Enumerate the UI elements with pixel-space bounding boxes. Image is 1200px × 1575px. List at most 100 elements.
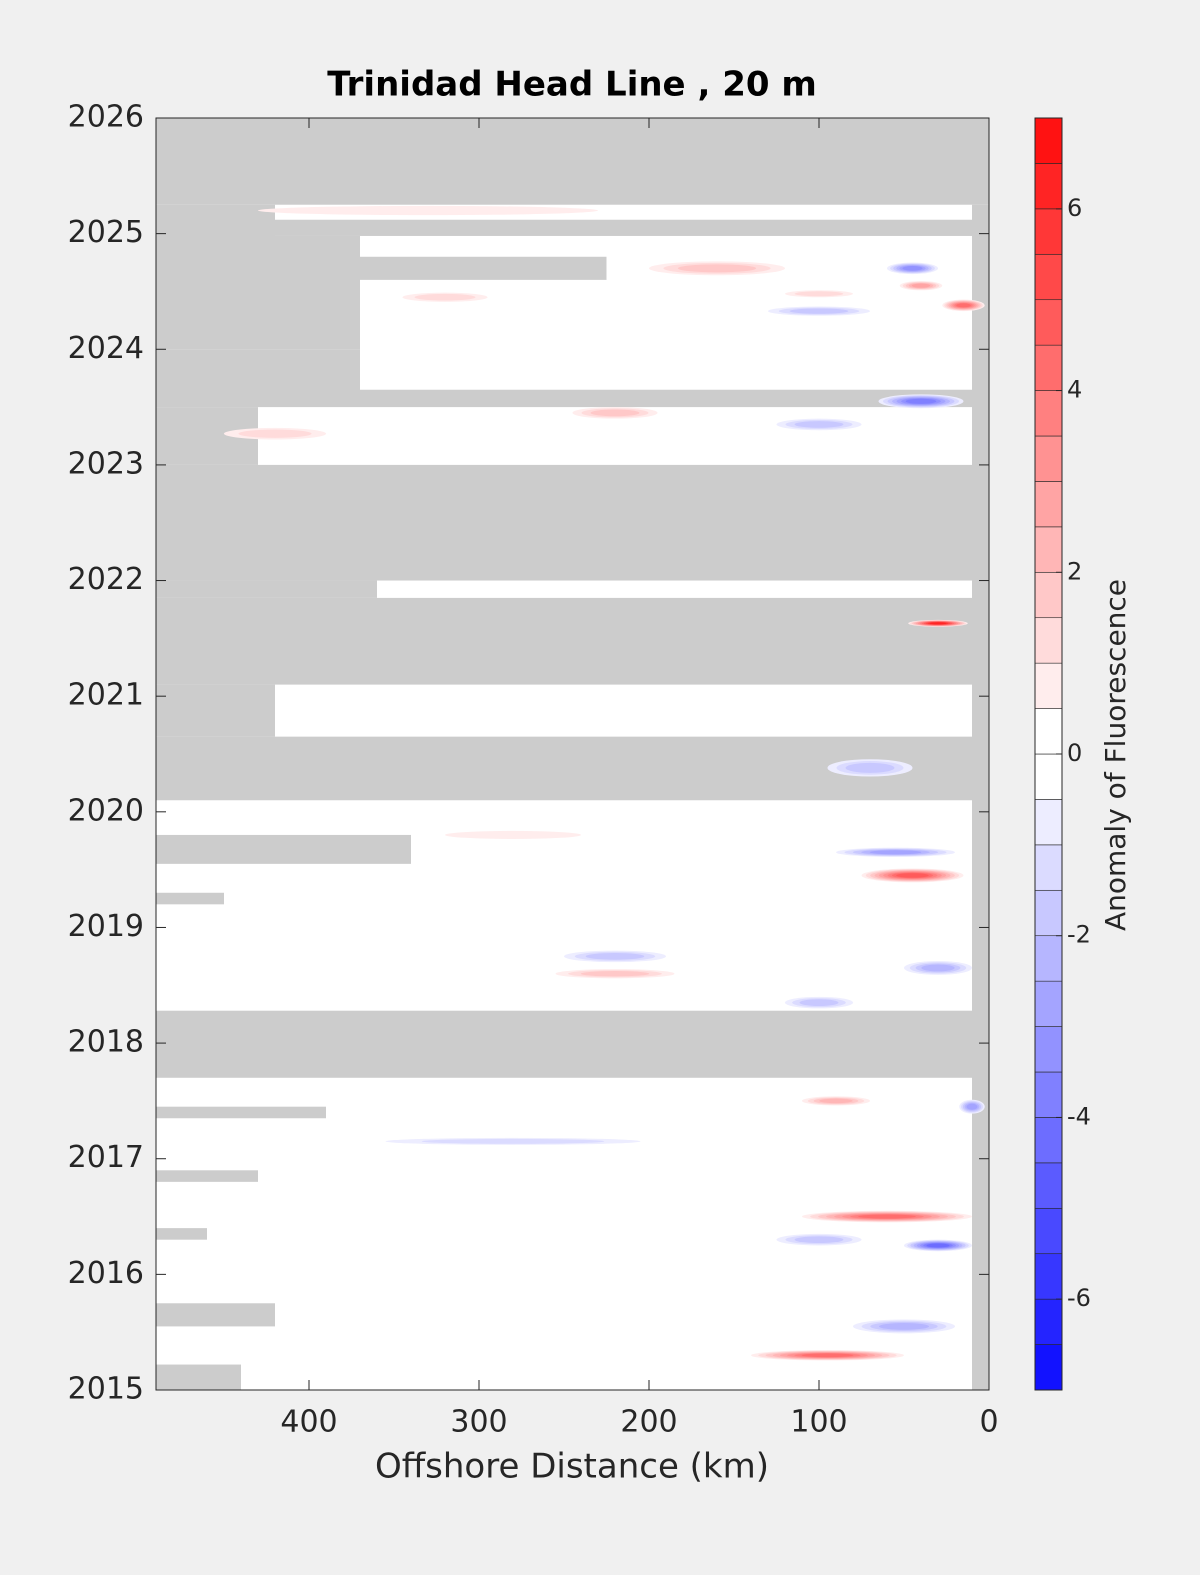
anomaly-feature xyxy=(908,619,968,627)
contour-level xyxy=(677,264,757,273)
contour-level xyxy=(926,1243,950,1248)
colorbar-band xyxy=(1034,799,1063,846)
colorbar-band xyxy=(1034,390,1063,437)
no-data-region xyxy=(156,219,989,236)
no-data-region xyxy=(156,349,360,408)
colorbar-band xyxy=(1034,980,1063,1027)
chart-title: Trinidad Head Line , 20 m xyxy=(327,65,817,105)
contour-level xyxy=(801,1353,854,1358)
anomaly-feature xyxy=(942,299,985,312)
anomaly-feature xyxy=(904,960,972,975)
colorbar-band xyxy=(1034,1162,1063,1209)
no-data-region xyxy=(156,892,224,905)
no-data-region xyxy=(156,580,377,598)
colorbar-band xyxy=(1034,163,1063,210)
contour-level xyxy=(414,293,476,301)
colorbar-band xyxy=(1034,344,1063,391)
plot-content xyxy=(156,118,989,1390)
y-tick-label: 2024 xyxy=(68,331,144,366)
contour-level xyxy=(911,283,931,288)
no-data-region xyxy=(156,1106,326,1119)
colorbar-band xyxy=(1034,1117,1063,1164)
x-tick-label: 200 xyxy=(620,1405,677,1440)
colorbar-tick-label: 2 xyxy=(1067,557,1082,585)
anomaly-feature xyxy=(785,290,853,298)
contour-level xyxy=(445,830,581,839)
contour-level xyxy=(921,964,955,972)
colorbar-band xyxy=(1034,435,1063,482)
contour-level xyxy=(879,1323,929,1330)
y-tick-label: 2019 xyxy=(68,909,144,944)
y-tick-label: 2023 xyxy=(68,446,144,481)
colorbar-tick-label: -6 xyxy=(1067,1284,1091,1312)
no-data-region xyxy=(156,834,411,864)
no-data-region xyxy=(156,1303,275,1327)
y-tick-label: 2018 xyxy=(68,1025,144,1060)
contour-level xyxy=(238,429,312,438)
no-data-region xyxy=(156,1364,241,1390)
anomaly-feature xyxy=(572,407,658,419)
y-tick-label: 2016 xyxy=(68,1256,144,1291)
y-tick-label: 2025 xyxy=(68,215,144,250)
anomaly-feature xyxy=(878,394,964,409)
contour-level xyxy=(794,291,844,297)
colorbar-label: Anomaly of Fluorescence xyxy=(1099,579,1132,931)
contour-level xyxy=(956,303,971,308)
x-tick-label: 300 xyxy=(450,1405,507,1440)
contour-level xyxy=(905,398,937,404)
colorbar-band xyxy=(1034,1026,1063,1073)
anomaly-feature xyxy=(445,830,581,839)
anomaly-feature xyxy=(402,292,488,302)
colorbar-tick-label: 0 xyxy=(1067,739,1082,767)
contour-level xyxy=(794,1236,844,1243)
anomaly-feature xyxy=(853,1319,955,1334)
no-data-region xyxy=(156,235,360,350)
anomaly-feature xyxy=(768,306,870,316)
colorbar-band xyxy=(1034,1207,1063,1255)
anomaly-feature xyxy=(258,205,598,216)
contour-level xyxy=(869,850,922,855)
colorbar-band xyxy=(1034,617,1063,664)
x-tick-label: 400 xyxy=(280,1405,337,1440)
plot-frame xyxy=(155,117,990,1391)
anomaly-feature xyxy=(836,847,955,857)
anomaly-feature xyxy=(959,1099,985,1114)
y-tick-label: 2020 xyxy=(68,793,144,828)
no-data-region xyxy=(360,389,972,408)
anomaly-feature xyxy=(904,1239,972,1252)
anomaly-feature xyxy=(751,1350,904,1361)
colorbar-band xyxy=(1034,481,1063,528)
colorbar-tick-label: 4 xyxy=(1067,376,1082,404)
anomaly-feature xyxy=(385,1137,641,1145)
colorbar-tick-label: -2 xyxy=(1067,921,1091,949)
anomaly-feature xyxy=(224,427,326,440)
colorbar-band xyxy=(1034,1298,1063,1345)
colorbar-band xyxy=(1034,1071,1063,1118)
contour-level xyxy=(258,205,598,216)
colorbar-band xyxy=(1034,571,1063,619)
contour-level xyxy=(819,1098,853,1104)
colorbar-band xyxy=(1034,208,1063,255)
anomaly-feature xyxy=(861,868,964,883)
contour-level xyxy=(966,1103,978,1110)
colorbar-band xyxy=(1034,117,1063,164)
anomaly-feature xyxy=(802,1210,972,1223)
colorbar-band xyxy=(1034,844,1063,891)
x-tick-label: 100 xyxy=(790,1405,847,1440)
contour-level xyxy=(794,421,844,428)
y-tick-label: 2022 xyxy=(68,562,144,597)
y-tick-label: 2017 xyxy=(68,1140,144,1175)
x-axis-label: Offshore Distance (km) xyxy=(375,1447,769,1487)
no-data-region xyxy=(156,464,989,581)
anomaly-feature xyxy=(776,1233,862,1246)
anomaly-feature xyxy=(827,759,913,777)
contour-level xyxy=(858,1214,916,1219)
colorbar-band xyxy=(1034,935,1063,982)
colorbar-band xyxy=(1034,526,1063,573)
no-data-region xyxy=(360,256,607,280)
y-tick-label: 2015 xyxy=(68,1372,144,1407)
contour-level xyxy=(896,873,929,878)
anomaly-feature xyxy=(785,996,853,1009)
